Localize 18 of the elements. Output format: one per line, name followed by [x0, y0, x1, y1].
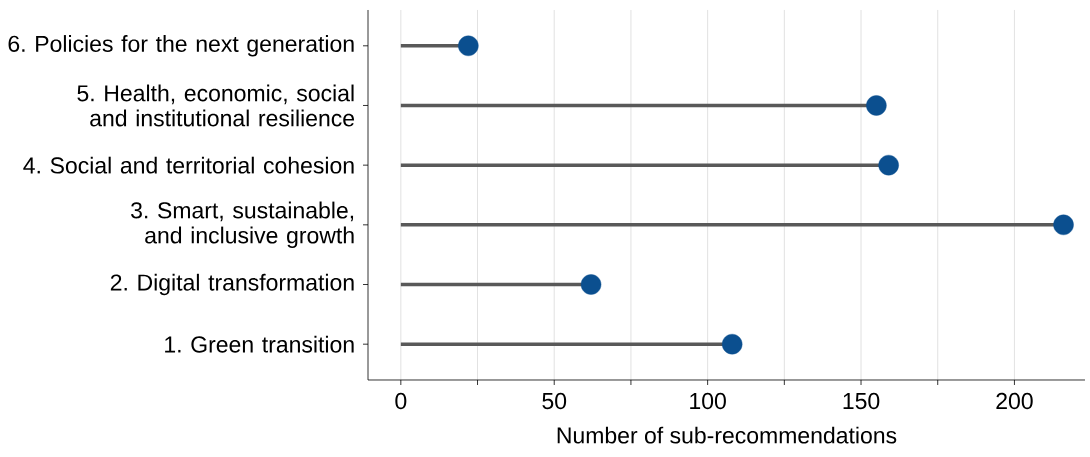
point: [458, 35, 479, 56]
x-axis-title: Number of sub-recommendations: [557, 426, 897, 444]
x-tick-label: 150: [843, 392, 880, 410]
y-tick-label: 4. Social and territorial cohesion: [23, 156, 354, 174]
x-tick-label: 200: [996, 392, 1033, 410]
y-tick-label: 6. Policies for the next generation: [8, 35, 354, 57]
x-tick-label: 50: [542, 392, 567, 410]
x-tick-label: 100: [690, 392, 726, 410]
point: [866, 95, 887, 116]
point: [1053, 214, 1074, 236]
y-tick-label: 5. Health, economic, social and institutional resilience: [77, 84, 355, 127]
y-tick-label: 1. Green transition: [165, 335, 354, 353]
y-tick-label: 2. Digital transformation: [110, 273, 354, 296]
point: [878, 154, 899, 176]
y-tick-label: 3. Smart, sustainable, and inclusive growth: [131, 201, 354, 249]
x-tick-label: 0: [395, 392, 407, 410]
point: [580, 274, 602, 295]
point: [721, 333, 743, 355]
